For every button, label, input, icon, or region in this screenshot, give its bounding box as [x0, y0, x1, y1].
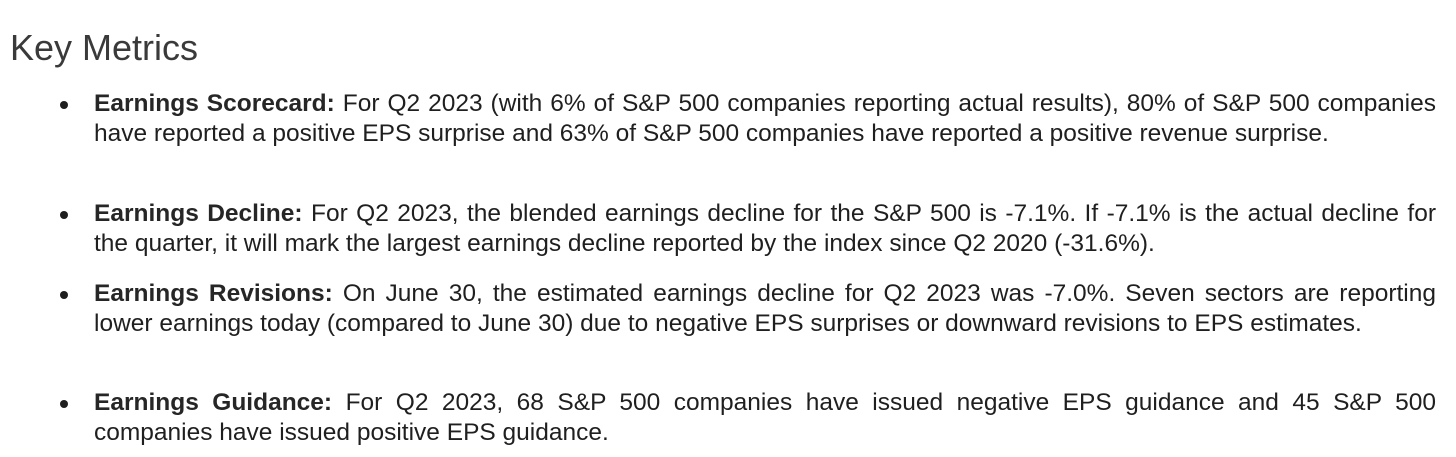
- list-item: Earnings Scorecard: For Q2 2023 (with 6%…: [60, 89, 1437, 149]
- metric-text: For Q2 2023 (with 6% of S&P 500 companie…: [94, 90, 1437, 147]
- bullet-icon: [60, 101, 68, 109]
- metric-label: Earnings Decline:: [94, 200, 303, 227]
- list-item: Earnings Revisions: On June 30, the esti…: [60, 279, 1436, 339]
- bullet-icon: [60, 400, 68, 408]
- metric-label: Earnings Guidance:: [94, 389, 333, 416]
- page-title: Key Metrics: [10, 27, 199, 68]
- metric-text: On June 30, the estimated earnings decli…: [94, 280, 1436, 337]
- bullet-icon: [60, 291, 68, 299]
- metric-label: Earnings Revisions:: [94, 280, 333, 307]
- list-item: Earnings Guidance: For Q2 2023, 68 S&P 5…: [60, 388, 1437, 448]
- bullet-icon: [60, 211, 68, 219]
- metric-text: For Q2 2023, the blended earnings declin…: [94, 200, 1436, 257]
- metric-text: For Q2 2023, 68 S&P 500 companies have i…: [94, 389, 1437, 446]
- list-item: Earnings Decline: For Q2 2023, the blend…: [60, 199, 1436, 259]
- metric-label: Earnings Scorecard:: [94, 90, 335, 117]
